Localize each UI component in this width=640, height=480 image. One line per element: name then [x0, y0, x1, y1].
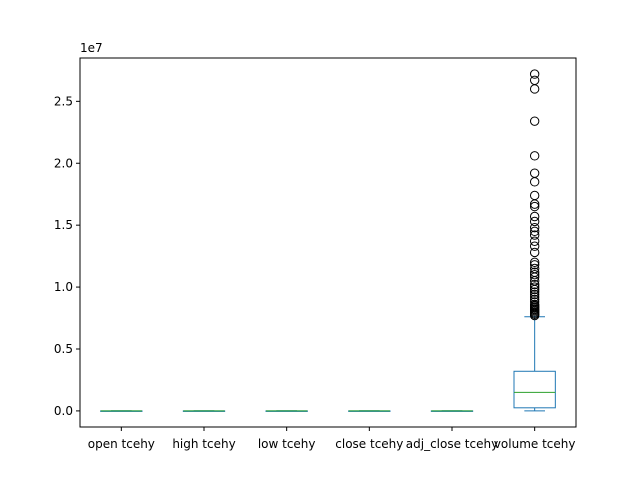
x-tick-label: adj_close tcehy: [406, 437, 498, 451]
x-axis-ticks: open tcehy high tcehy low tcehy close tcehy…: [88, 427, 576, 451]
flier-point: [529, 168, 540, 178]
flier-point: [529, 75, 540, 85]
flier-point: [529, 226, 540, 237]
flier-point: [529, 310, 540, 321]
plot-layer: [100, 69, 556, 412]
flier-point: [529, 116, 540, 126]
flier-point: [529, 177, 540, 187]
flier-point: [529, 279, 540, 290]
y-tick-label: 2.5: [54, 94, 73, 108]
y-axis-ticks: 0.0 0.5 1.0 1.5 2.0 2.5: [54, 94, 80, 418]
y-tick-label: 0.5: [54, 342, 73, 356]
x-tick-label: low tcehy: [258, 437, 316, 451]
flier-point: [529, 211, 540, 222]
flier-point: [529, 236, 540, 246]
flier-point: [529, 69, 540, 79]
y-tick-label: 1.0: [54, 280, 73, 294]
flier-point: [529, 257, 540, 268]
flier-point: [529, 247, 540, 258]
y-tick-label: 0.0: [54, 404, 73, 418]
x-tick-label: volume tcehy: [494, 437, 576, 451]
flier-point: [529, 222, 540, 233]
box-1: [100, 410, 143, 412]
flier-point: [529, 151, 540, 161]
x-tick-label: open tcehy: [88, 437, 155, 451]
y-scale-label: 1e7: [80, 41, 103, 55]
flier-point: [529, 190, 540, 201]
flier-point: [529, 284, 540, 295]
flier-point: [529, 230, 540, 240]
flier-point: [529, 287, 540, 297]
y-tick-label: 1.5: [54, 218, 73, 232]
flier-point: [529, 282, 540, 292]
box-5: [430, 410, 474, 412]
flier-point: [529, 269, 540, 280]
box-4: [348, 410, 391, 412]
y-tick-label: 2.0: [54, 156, 73, 170]
flier-point: [529, 241, 540, 251]
flier-point: [529, 260, 540, 270]
box-6: [513, 69, 556, 412]
flier-point: [529, 289, 540, 300]
box-body: [513, 370, 556, 409]
box-3: [265, 410, 308, 412]
plot-frame: [79, 57, 577, 428]
flier-point: [529, 216, 540, 227]
x-tick-label: high tcehy: [172, 437, 235, 451]
flier-point: [529, 199, 540, 209]
x-tick-label: close tcehy: [335, 437, 403, 451]
box-2: [182, 410, 226, 412]
flier-point: [529, 84, 540, 94]
flier-point: [529, 201, 540, 212]
flier-point: [529, 272, 540, 282]
